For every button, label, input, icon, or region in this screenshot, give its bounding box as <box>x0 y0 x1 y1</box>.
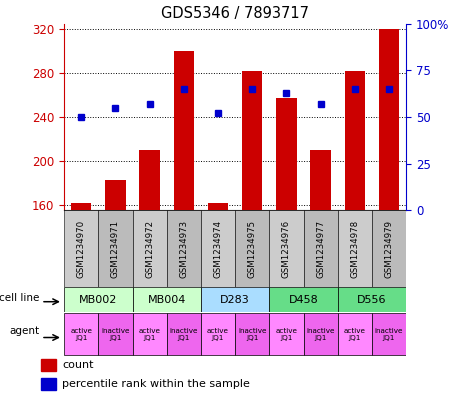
Bar <box>338 287 406 312</box>
Bar <box>41 359 56 371</box>
Bar <box>338 313 372 355</box>
Text: GSM1234975: GSM1234975 <box>248 220 256 277</box>
Text: GSM1234974: GSM1234974 <box>214 220 222 277</box>
Bar <box>201 287 269 312</box>
Text: D458: D458 <box>289 295 318 305</box>
Text: GSM1234971: GSM1234971 <box>111 220 120 277</box>
Text: MB002: MB002 <box>79 295 117 305</box>
Bar <box>98 313 133 355</box>
Bar <box>379 29 399 210</box>
Text: GSM1234972: GSM1234972 <box>145 220 154 277</box>
Bar <box>372 313 406 355</box>
Text: cell line: cell line <box>0 293 40 303</box>
Bar <box>304 313 338 355</box>
Bar <box>167 210 201 287</box>
Bar <box>235 313 269 355</box>
Text: active
JQ1: active JQ1 <box>70 327 92 341</box>
Text: MB004: MB004 <box>148 295 186 305</box>
Text: D283: D283 <box>220 295 250 305</box>
Bar <box>344 71 365 210</box>
Text: inactive
JQ1: inactive JQ1 <box>101 327 130 341</box>
Text: D556: D556 <box>357 295 387 305</box>
Bar <box>64 210 98 287</box>
Bar <box>242 71 263 210</box>
Bar <box>167 313 201 355</box>
Bar <box>71 202 92 210</box>
Bar <box>139 150 160 210</box>
Text: active
JQ1: active JQ1 <box>139 327 161 341</box>
Text: inactive
JQ1: inactive JQ1 <box>170 327 198 341</box>
Bar <box>105 180 126 210</box>
Bar <box>133 287 201 312</box>
Bar <box>64 313 98 355</box>
Bar <box>133 210 167 287</box>
Text: inactive
JQ1: inactive JQ1 <box>238 327 266 341</box>
Text: GSM1234973: GSM1234973 <box>180 220 188 277</box>
Bar <box>269 313 304 355</box>
Bar <box>201 210 235 287</box>
Text: GSM1234978: GSM1234978 <box>351 220 359 277</box>
Title: GDS5346 / 7893717: GDS5346 / 7893717 <box>161 6 309 21</box>
Bar <box>269 210 304 287</box>
Bar <box>133 313 167 355</box>
Text: percentile rank within the sample: percentile rank within the sample <box>62 379 250 389</box>
Bar <box>235 210 269 287</box>
Bar <box>98 210 133 287</box>
Text: GSM1234970: GSM1234970 <box>77 220 86 277</box>
Bar <box>41 378 56 390</box>
Bar <box>276 98 297 210</box>
Text: active
JQ1: active JQ1 <box>344 327 366 341</box>
Bar <box>310 150 331 210</box>
Bar <box>208 202 228 210</box>
Text: GSM1234979: GSM1234979 <box>385 220 393 277</box>
Bar <box>269 287 338 312</box>
Text: count: count <box>62 360 94 370</box>
Bar <box>173 51 194 210</box>
Text: active
JQ1: active JQ1 <box>276 327 297 341</box>
Text: GSM1234976: GSM1234976 <box>282 220 291 277</box>
Bar <box>372 210 406 287</box>
Bar <box>338 210 372 287</box>
Text: active
JQ1: active JQ1 <box>207 327 229 341</box>
Text: inactive
JQ1: inactive JQ1 <box>306 327 335 341</box>
Bar <box>64 287 133 312</box>
Text: GSM1234977: GSM1234977 <box>316 220 325 277</box>
Bar <box>304 210 338 287</box>
Text: inactive
JQ1: inactive JQ1 <box>375 327 403 341</box>
Text: agent: agent <box>10 325 40 336</box>
Bar <box>201 313 235 355</box>
